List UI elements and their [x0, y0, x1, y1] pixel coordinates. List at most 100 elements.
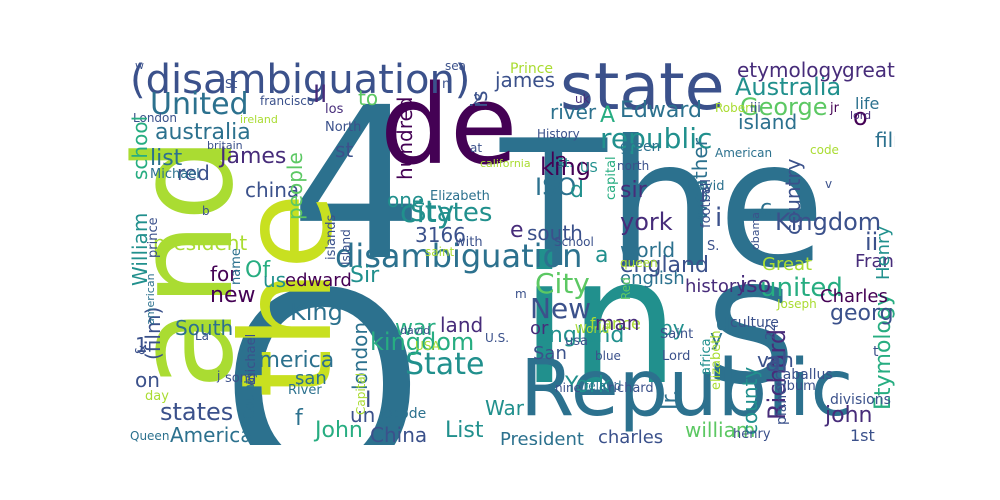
- word-cloud-word: de: [380, 61, 518, 189]
- word-cloud-word: disambiguation: [335, 237, 583, 275]
- word-cloud-word: al: [765, 348, 789, 378]
- word-cloud-word: t: [873, 344, 879, 360]
- word-cloud-word: china: [245, 178, 300, 202]
- word-cloud-word: I: [365, 388, 372, 413]
- word-cloud-word: english: [620, 268, 685, 289]
- word-cloud-word: Island: [339, 229, 353, 265]
- word-cloud-word: Australia: [735, 73, 842, 101]
- word-cloud-word: james: [495, 68, 556, 92]
- word-cloud-word: list: [150, 146, 183, 171]
- word-cloud-word: St.: [557, 156, 574, 170]
- word-cloud-word: David: [687, 179, 725, 194]
- word-cloud-word: George: [740, 93, 828, 121]
- word-cloud-word: george: [830, 301, 895, 326]
- word-cloud-word: School: [554, 235, 594, 249]
- word-cloud-word: b: [202, 204, 210, 218]
- word-cloud-word: American: [715, 146, 773, 160]
- word-cloud-word: war: [395, 316, 436, 341]
- word-cloud-word: John: [315, 418, 363, 443]
- word-cloud-word: a: [595, 243, 609, 268]
- word-cloud-word: david: [400, 324, 431, 337]
- word-cloud-word: La: [195, 329, 210, 343]
- word-cloud-word: s: [705, 221, 797, 424]
- word-cloud-word: 1: [135, 333, 148, 357]
- word-cloud-word: album: [775, 379, 816, 394]
- word-cloud-word: queen: [620, 256, 658, 270]
- word-cloud-word: green: [620, 139, 661, 155]
- word-cloud-word: world: [620, 238, 676, 262]
- word-cloud-word: song: [225, 371, 257, 386]
- word-cloud-word: st: [335, 138, 354, 162]
- word-cloud-word: van: [757, 348, 794, 372]
- word-cloud-word: President: [500, 429, 584, 446]
- word-cloud-word: North: [325, 120, 362, 135]
- word-cloud-word: henry: [733, 427, 771, 442]
- word-cloud-word: san: [295, 368, 327, 389]
- word-cloud-word: with: [455, 235, 483, 250]
- word-cloud-word: Ireland: [580, 379, 622, 393]
- word-cloud-word: life: [855, 94, 880, 113]
- word-cloud-word: i: [715, 203, 723, 233]
- word-cloud-word: Queen: [130, 429, 170, 443]
- word-cloud-word: charles: [598, 427, 664, 446]
- word-cloud-word: lord: [850, 109, 872, 122]
- word-cloud: O The 4 in and s de the Republic state (disambigua…: [125, 60, 895, 445]
- word-cloud-word: Great: [762, 254, 813, 275]
- word-cloud-word: river: [550, 100, 597, 124]
- word-cloud-word: australia: [155, 120, 251, 145]
- word-cloud-word: king: [540, 153, 592, 181]
- word-cloud-word: Michael: [150, 167, 200, 182]
- word-cloud-word: county: [738, 366, 762, 435]
- word-cloud-word: Lord: [662, 349, 691, 364]
- word-cloud-word: Red: [619, 277, 633, 300]
- word-cloud-word: red: [177, 161, 210, 185]
- word-cloud-word: saint: [425, 245, 455, 259]
- word-cloud-word: v: [825, 177, 833, 191]
- word-cloud-word: Republic: [520, 344, 854, 434]
- word-cloud-word: King: [290, 298, 343, 326]
- word-cloud-word: at: [470, 141, 483, 155]
- word-cloud-word: China: [370, 423, 428, 445]
- word-cloud-word: c: [760, 196, 773, 221]
- word-cloud-word: 1st: [850, 426, 875, 445]
- word-cloud-word: new: [210, 283, 256, 308]
- word-cloud-word: USA: [415, 339, 440, 353]
- word-cloud-word: Charles: [820, 286, 888, 307]
- word-cloud-word: Sir: [350, 263, 380, 288]
- word-cloud-word: us: [263, 268, 287, 292]
- word-cloud-word: state: [560, 60, 725, 125]
- word-cloud-word: hundred: [393, 96, 417, 180]
- word-cloud-word: 3166: [415, 223, 466, 247]
- word-cloud-word: e: [510, 218, 524, 243]
- word-cloud-word: A: [600, 103, 616, 128]
- word-cloud-word: jr: [830, 101, 839, 116]
- word-cloud-word: m: [515, 287, 527, 301]
- word-cloud-word: blue: [595, 349, 621, 363]
- word-cloud-word: y: [710, 326, 724, 351]
- word-cloud-word: State: [405, 347, 485, 382]
- word-cloud-word: Kingdom: [775, 208, 882, 236]
- word-cloud-word: culture: [730, 315, 779, 331]
- word-cloud-word: states: [160, 398, 234, 426]
- word-cloud-word: africa: [699, 338, 714, 375]
- word-cloud-word: United: [150, 87, 249, 122]
- word-cloud-word: II: [313, 80, 328, 108]
- word-cloud-word: France: [855, 251, 895, 272]
- word-cloud-word: to: [358, 86, 379, 110]
- word-cloud-word: u: [715, 308, 731, 336]
- word-cloud-word: Jr.: [658, 389, 683, 410]
- word-cloud-word: islands: [324, 214, 339, 260]
- word-cloud-word: r: [700, 183, 710, 208]
- word-cloud-word: St: [225, 77, 238, 91]
- word-cloud-word: or: [530, 318, 549, 339]
- word-cloud-word: york: [620, 208, 673, 236]
- word-cloud-word: n: [442, 77, 451, 92]
- word-cloud-word: New: [530, 292, 592, 325]
- word-cloud-word: north: [617, 159, 650, 173]
- word-cloud-word: States: [410, 198, 493, 228]
- word-cloud-word: Prince: [510, 61, 554, 77]
- word-cloud-word: History: [537, 127, 580, 141]
- word-cloud-word: usa: [565, 334, 588, 349]
- word-cloud-word: prince: [146, 217, 161, 258]
- word-cloud-word: Robert: [715, 101, 755, 115]
